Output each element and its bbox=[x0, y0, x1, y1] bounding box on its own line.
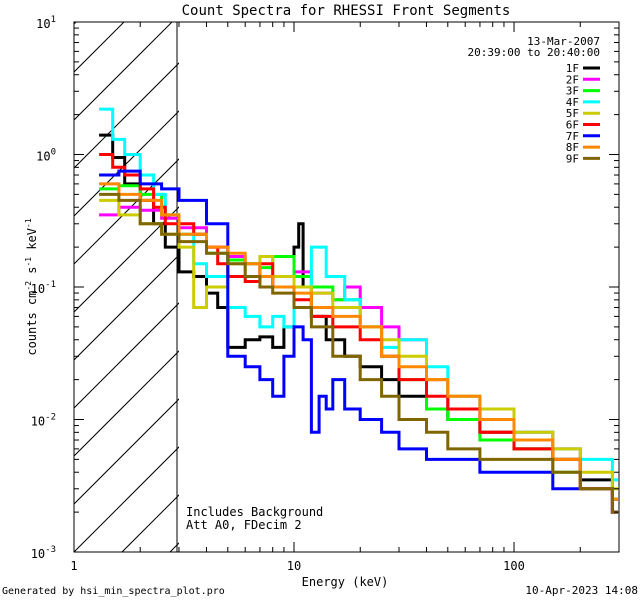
hatch-line bbox=[74, 398, 179, 505]
legend-label-9f: 9F bbox=[566, 152, 579, 165]
series-line-7f bbox=[99, 169, 618, 514]
legend-label-1f: 1F bbox=[566, 62, 579, 75]
y-tick-label: 10-3 bbox=[31, 545, 56, 561]
legend-label-4f: 4F bbox=[566, 96, 579, 109]
hatch-line bbox=[74, 62, 179, 169]
legend-label-3f: 3F bbox=[566, 85, 579, 98]
hatch-line bbox=[74, 22, 173, 121]
legend-label-8f: 8F bbox=[566, 141, 579, 154]
series-line-5f bbox=[99, 198, 618, 491]
series-lines bbox=[99, 107, 618, 514]
timestamp-label: 10-Apr-2023 14:08 bbox=[525, 584, 638, 597]
time-range-label: 20:39:00 to 20:40:00 bbox=[468, 46, 600, 59]
x-axis-ticks: 1 10 100 bbox=[70, 22, 620, 573]
date-label: 13-Mar-2007 bbox=[527, 35, 600, 48]
hatch-line bbox=[74, 254, 179, 361]
generated-by-label: Generated by hsi_min_spectra_plot.pro bbox=[2, 586, 225, 597]
legend-label-6f: 6F bbox=[566, 119, 579, 132]
annotation-background: Includes Background bbox=[186, 505, 323, 519]
series-line-8f bbox=[99, 182, 618, 501]
y-axis-label: counts cm-2 s-1 keV-1 bbox=[24, 218, 39, 355]
y-axis-ticks: 10-3 10-2 10-1 100 101 bbox=[31, 15, 619, 561]
y-tick-label: 10-1 bbox=[31, 280, 56, 296]
series-line-9f bbox=[99, 192, 618, 514]
legend-label-2f: 2F bbox=[566, 73, 579, 86]
y-tick-label: 10-2 bbox=[31, 413, 56, 429]
hatch-area bbox=[74, 22, 179, 552]
hatch-line bbox=[74, 446, 179, 552]
x-tick-label: 10 bbox=[287, 559, 301, 573]
y-tick-label: 101 bbox=[36, 15, 56, 31]
hatch-line bbox=[74, 206, 179, 313]
annotation-attenuator: Att A0, FDecim 2 bbox=[186, 518, 302, 532]
x-tick-label: 100 bbox=[503, 559, 525, 573]
x-axis-label: Energy (keV) bbox=[302, 575, 389, 589]
x-tick-label: 1 bbox=[70, 559, 77, 573]
legend-label-5f: 5F bbox=[566, 107, 579, 120]
chart-title: Count Spectra for RHESSI Front Segments bbox=[182, 3, 511, 19]
excluded-region-hatch bbox=[74, 22, 179, 552]
legend-label-7f: 7F bbox=[566, 130, 579, 143]
y-tick-label: 100 bbox=[36, 148, 56, 164]
hatch-line bbox=[74, 302, 179, 409]
